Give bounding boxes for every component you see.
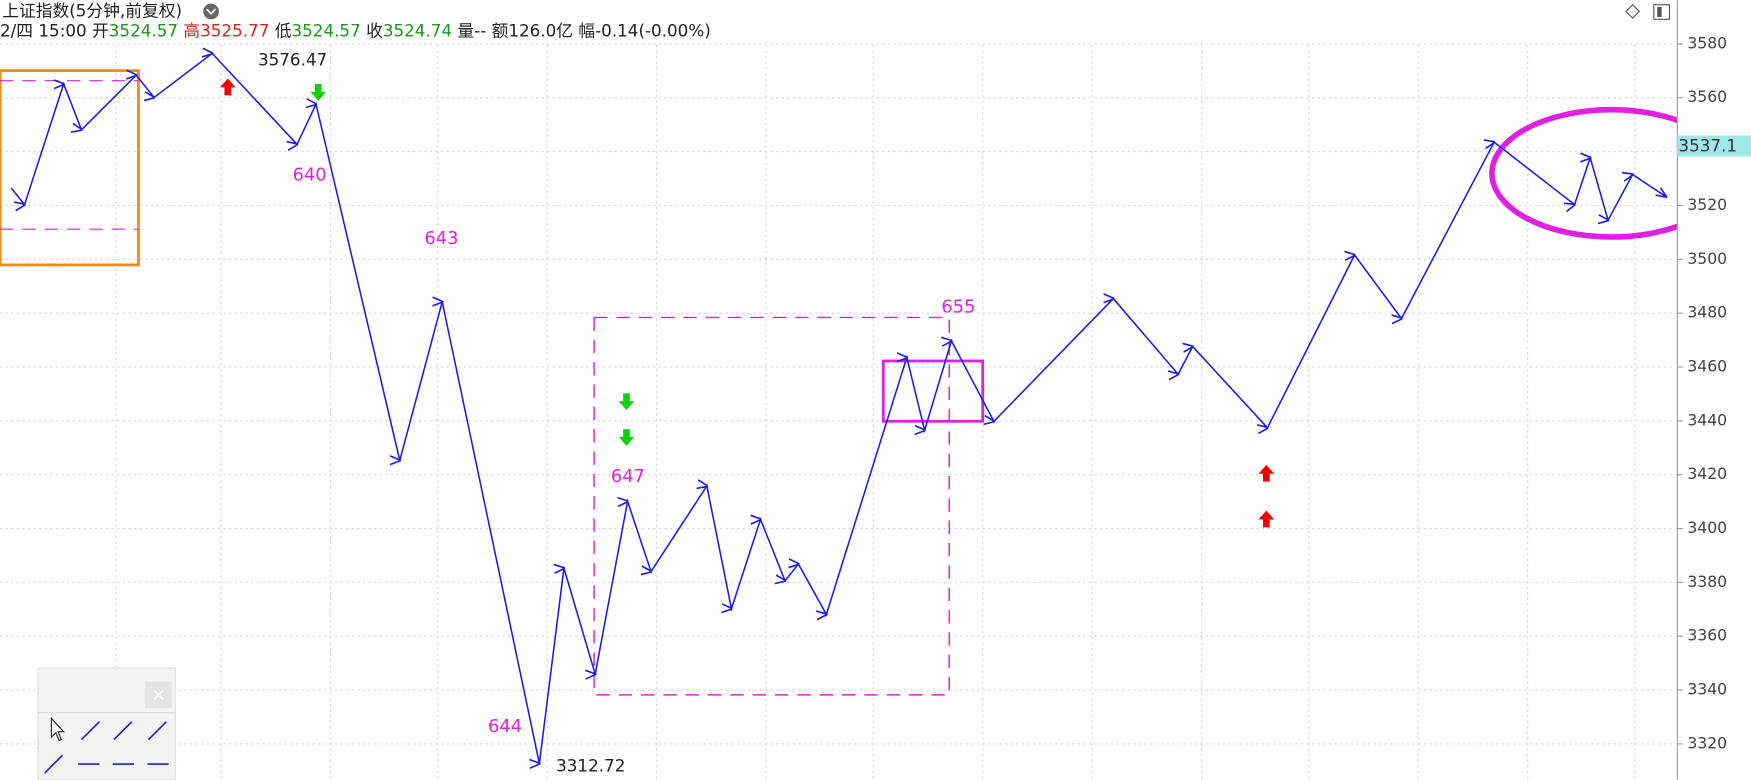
title-menu-icon[interactable] <box>203 3 219 20</box>
tool-pointer[interactable] <box>50 716 65 742</box>
quote-label: 低 <box>275 21 292 41</box>
y-tick-label: 3360 <box>1687 626 1727 645</box>
y-tick-label: 3380 <box>1687 572 1727 591</box>
y-tick-label: 3580 <box>1687 33 1727 52</box>
y-tick-label: 3340 <box>1687 680 1727 699</box>
price-tag: 3537.1 <box>1678 136 1737 156</box>
quote-volume: 量-- <box>457 21 486 41</box>
annotation: 655 <box>941 296 975 317</box>
tool-line2[interactable] <box>44 754 64 774</box>
quote-value: 3524.57 <box>109 21 178 41</box>
y-tick-label: 3420 <box>1687 464 1727 483</box>
quote-amount: 额126.0亿 <box>492 21 573 41</box>
y-tick-label: 3480 <box>1687 303 1727 322</box>
low-label: 3312.72 <box>556 755 625 775</box>
title-menu-caret <box>205 8 217 15</box>
quote-label: 开 <box>92 21 109 41</box>
y-tick-label: 3560 <box>1687 87 1727 106</box>
panel-icon[interactable] <box>1653 4 1671 20</box>
panel-icon-part <box>1657 6 1662 18</box>
quote-value: 3525.77 <box>200 21 269 41</box>
quote-value: 3524.57 <box>291 21 360 41</box>
y-tick-label: 3440 <box>1687 410 1727 429</box>
price-tag-bg <box>1677 135 1751 157</box>
drawing-toolbar <box>37 667 176 780</box>
quote-value: 3524.74 <box>383 21 452 41</box>
high-label: 3576.47 <box>258 50 327 70</box>
y-tick-label: 3500 <box>1687 249 1727 268</box>
tool-line[interactable] <box>80 721 100 741</box>
annotation: 644 <box>488 716 522 737</box>
quote-change: 幅-0.14(-0.00%) <box>578 21 710 41</box>
axis-panel <box>1677 0 1751 780</box>
y-tick-label: 3320 <box>1687 733 1727 752</box>
quote-label: 收 <box>366 21 383 41</box>
tool-ray[interactable] <box>147 721 167 741</box>
annotation: 640 <box>293 165 327 186</box>
zigzag-line <box>10 53 1666 763</box>
y-tick-label: 3400 <box>1687 518 1727 537</box>
diamond-icon[interactable] <box>1625 3 1641 19</box>
quote-label: 高 <box>183 21 200 41</box>
y-tick-label: 3460 <box>1687 356 1727 375</box>
chart-title: 上证指数(5分钟,前复权) <box>2 0 182 20</box>
annotation: 643 <box>424 228 458 249</box>
marks <box>10 53 1666 763</box>
annotation: 647 <box>611 466 645 487</box>
quote-time: 2/四 15:00 <box>0 21 87 41</box>
quote-line: 2/四 15:00 开3524.57 高3525.77 低3524.57 收35… <box>0 21 711 41</box>
tool-segment[interactable] <box>113 721 133 741</box>
y-tick-label: 3520 <box>1687 195 1727 214</box>
